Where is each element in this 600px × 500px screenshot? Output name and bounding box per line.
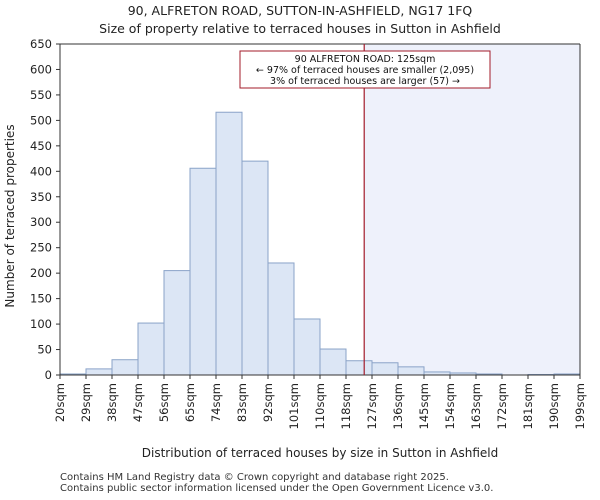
y-tick-label-200: 200	[30, 266, 52, 280]
x-tick-label-199sqm: 199sqm	[573, 383, 587, 429]
y-axis-label: Number of terraced properties	[3, 124, 17, 307]
x-tick-label-136sqm: 136sqm	[391, 383, 405, 429]
x-tick-label-38sqm: 38sqm	[105, 383, 119, 422]
bar-56sqm	[163, 270, 191, 376]
x-tick-label-163sqm: 163sqm	[469, 383, 483, 429]
y-tick-label-300: 300	[30, 215, 52, 229]
larger-properties-region	[364, 44, 580, 375]
annotation-line2: ← 97% of terraced houses are smaller (2,…	[256, 65, 474, 76]
x-tick-label-181sqm: 181sqm	[521, 383, 535, 429]
y-tick-label-500: 500	[30, 113, 52, 127]
y-tick-label-150: 150	[30, 292, 52, 306]
annotation-line3: 3% of terraced houses are larger (57) →	[270, 76, 460, 87]
bar-47sqm	[137, 322, 165, 376]
x-tick-label-190sqm: 190sqm	[547, 383, 561, 429]
x-tick-label-118sqm: 118sqm	[339, 383, 353, 429]
x-tick-label-20sqm: 20sqm	[53, 383, 67, 422]
footer-attribution: Contains HM Land Registry data © Crown c…	[60, 472, 493, 494]
bar-83sqm	[241, 160, 269, 376]
x-tick-label-154sqm: 154sqm	[443, 383, 457, 429]
bar-92sqm	[267, 262, 295, 376]
y-tick-label-250: 250	[30, 241, 52, 255]
x-tick-label-29sqm: 29sqm	[79, 383, 93, 422]
bar-127sqm	[371, 362, 399, 376]
y-tick-label-600: 600	[30, 62, 52, 76]
y-tick-label-400: 400	[30, 164, 52, 178]
bar-110sqm	[319, 348, 347, 376]
x-tick-label-145sqm: 145sqm	[417, 383, 431, 429]
x-tick-label-172sqm: 172sqm	[495, 383, 509, 429]
annotation-box	[239, 50, 491, 89]
y-tick-label-550: 550	[30, 88, 52, 102]
footer-line-2: Contains public sector information licen…	[60, 483, 494, 494]
x-axis-label: Distribution of terraced houses by size …	[142, 446, 498, 460]
bar-65sqm	[189, 167, 217, 376]
bar-118sqm	[345, 360, 373, 376]
y-tick-label-350: 350	[30, 190, 52, 204]
y-tick-label-0: 0	[45, 368, 52, 382]
x-tick-label-110sqm: 110sqm	[313, 383, 327, 429]
y-tick-label-50: 50	[37, 343, 52, 357]
y-tick-label-100: 100	[30, 317, 52, 331]
x-tick-label-74sqm: 74sqm	[209, 383, 223, 422]
bar-136sqm	[397, 366, 425, 376]
x-tick-label-127sqm: 127sqm	[365, 383, 379, 429]
bar-101sqm	[293, 318, 321, 376]
bar-29sqm	[85, 368, 113, 376]
x-tick-label-47sqm: 47sqm	[131, 383, 145, 422]
y-tick-label-450: 450	[30, 139, 52, 153]
y-tick-label-650: 650	[30, 37, 52, 51]
bar-74sqm	[215, 111, 243, 376]
bar-38sqm	[111, 359, 139, 376]
chart-subtitle: Size of property relative to terraced ho…	[99, 21, 501, 36]
x-tick-label-92sqm: 92sqm	[261, 383, 275, 422]
annotation-line1: 90 ALFRETON ROAD: 125sqm	[295, 54, 436, 65]
chart-title-block: 90, ALFRETON ROAD, SUTTON-IN-ASHFIELD, N…	[0, 2, 600, 38]
x-tick-label-101sqm: 101sqm	[287, 383, 301, 429]
x-tick-label-65sqm: 65sqm	[183, 383, 197, 422]
footer-line-1: Contains HM Land Registry data © Crown c…	[60, 472, 449, 483]
x-tick-label-83sqm: 83sqm	[235, 383, 249, 422]
chart-title: 90, ALFRETON ROAD, SUTTON-IN-ASHFIELD, N…	[127, 3, 473, 18]
x-tick-label-56sqm: 56sqm	[157, 383, 171, 422]
